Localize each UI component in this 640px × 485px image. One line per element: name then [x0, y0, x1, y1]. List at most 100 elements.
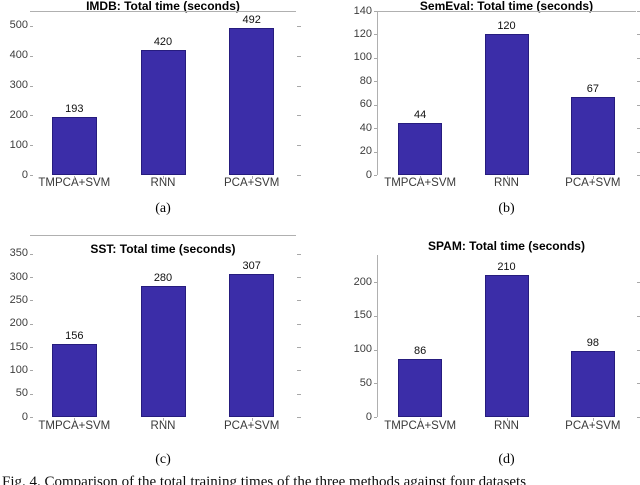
y-tick-mark — [374, 57, 377, 59]
y-tick-label: 100 — [353, 51, 372, 64]
bar — [229, 273, 275, 417]
bar — [484, 34, 529, 175]
x-category-label: PCA+SVM — [565, 177, 621, 189]
y-tick-mark — [374, 11, 377, 12]
x-category-label: PCA+SVM — [224, 177, 280, 189]
y-tick-mark — [30, 85, 33, 87]
x-category-label: RNN — [494, 420, 519, 432]
panel-letter-label: (b) — [498, 201, 515, 216]
right-tick-mark — [297, 393, 301, 395]
y-tick-label: 0 — [365, 410, 372, 423]
x-tick-mark — [420, 418, 422, 421]
x-category-label: TMPCA+SVM — [384, 420, 457, 432]
y-tick-mark — [374, 175, 377, 176]
y-tick-label: 200 — [9, 317, 28, 330]
panel-letter-label: (d) — [498, 452, 515, 467]
x-category-label: PCA+SVM — [565, 420, 621, 432]
bar — [570, 350, 615, 417]
panel-title: SPAM: Total time (seconds) — [428, 239, 585, 253]
y-tick-label: 0 — [365, 168, 372, 181]
right-tick-mark — [637, 57, 640, 59]
bar — [51, 117, 97, 175]
right-tick-mark — [637, 383, 640, 385]
y-tick-label: 200 — [353, 275, 372, 288]
bar-value-label: 307 — [242, 259, 261, 272]
right-tick-mark — [297, 417, 301, 418]
bar-value-label: 67 — [586, 82, 599, 95]
y-tick-label: 120 — [353, 27, 372, 40]
bar — [398, 123, 443, 175]
right-tick-mark — [637, 417, 640, 418]
panel-title: IMDB: Total time (seconds) — [86, 0, 240, 13]
right-tick-mark — [637, 128, 640, 130]
x-tick-mark — [251, 418, 253, 421]
y-tick-label: 150 — [9, 340, 28, 353]
x-tick-mark — [506, 418, 508, 421]
y-tick-mark — [30, 347, 33, 348]
axis-top-line — [377, 11, 636, 12]
y-tick-mark — [374, 349, 377, 351]
right-tick-mark — [297, 253, 301, 255]
bar-value-label: 280 — [153, 272, 173, 285]
axis-top-line — [30, 235, 296, 236]
y-tick-label: 40 — [359, 121, 372, 134]
x-category-label: TMPCA+SVM — [38, 177, 111, 189]
y-tick-label: 50 — [359, 376, 372, 389]
panel-title: SST: Total time (seconds) — [90, 242, 236, 256]
right-tick-mark — [297, 323, 301, 325]
y-tick-label: 50 — [15, 387, 28, 400]
y-tick-mark — [374, 315, 377, 317]
y-tick-mark — [30, 115, 33, 117]
right-tick-mark — [637, 81, 640, 83]
x-tick-mark — [74, 418, 76, 421]
y-tick-label: 60 — [359, 98, 372, 111]
y-tick-mark — [374, 81, 377, 83]
bar — [484, 275, 529, 417]
bar — [51, 344, 97, 417]
bar — [229, 28, 275, 175]
y-tick-mark — [30, 323, 33, 325]
x-category-label: RNN — [150, 420, 176, 432]
panel-letter-label: (a) — [155, 201, 171, 216]
bar-value-label: 193 — [65, 103, 84, 116]
right-tick-mark — [297, 145, 301, 147]
x-category-label: TMPCA+SVM — [384, 177, 457, 189]
panel-title: SemEval: Total time (seconds) — [419, 0, 594, 13]
y-tick-mark — [30, 300, 33, 302]
y-tick-label: 100 — [9, 363, 28, 376]
bar-value-label: 86 — [414, 344, 427, 357]
x-tick-mark — [592, 418, 594, 421]
right-tick-mark — [297, 370, 301, 372]
y-tick-mark — [30, 370, 33, 372]
right-tick-mark — [637, 104, 640, 106]
x-tick-mark — [251, 176, 253, 179]
bar-value-label: 120 — [497, 20, 516, 33]
x-tick-mark — [74, 176, 76, 179]
y-tick-mark — [374, 383, 377, 385]
bar-value-label: 44 — [414, 109, 427, 122]
y-tick-mark — [374, 417, 377, 418]
x-tick-mark — [506, 176, 508, 179]
y-tick-mark — [30, 393, 33, 395]
y-tick-label: 0 — [21, 168, 28, 181]
bar-value-label: 156 — [65, 330, 84, 343]
y-tick-label: 400 — [9, 49, 28, 62]
right-tick-mark — [297, 175, 301, 176]
panel-letter-label: (c) — [155, 452, 171, 467]
right-tick-mark — [637, 151, 640, 153]
bar-value-label: 492 — [242, 14, 261, 27]
x-tick-mark — [420, 176, 422, 179]
y-tick-mark — [30, 277, 33, 278]
y-tick-label: 300 — [9, 270, 28, 283]
y-tick-mark — [374, 282, 377, 283]
right-tick-mark — [297, 115, 301, 117]
y-tick-label: 0 — [21, 410, 28, 423]
y-tick-label: 100 — [353, 343, 372, 355]
right-tick-mark — [637, 282, 640, 283]
y-tick-label: 500 — [9, 19, 28, 32]
y-tick-mark — [30, 253, 33, 255]
bar — [570, 96, 615, 175]
y-tick-label: 80 — [359, 74, 372, 87]
right-tick-mark — [637, 175, 640, 176]
right-tick-mark — [297, 300, 301, 302]
